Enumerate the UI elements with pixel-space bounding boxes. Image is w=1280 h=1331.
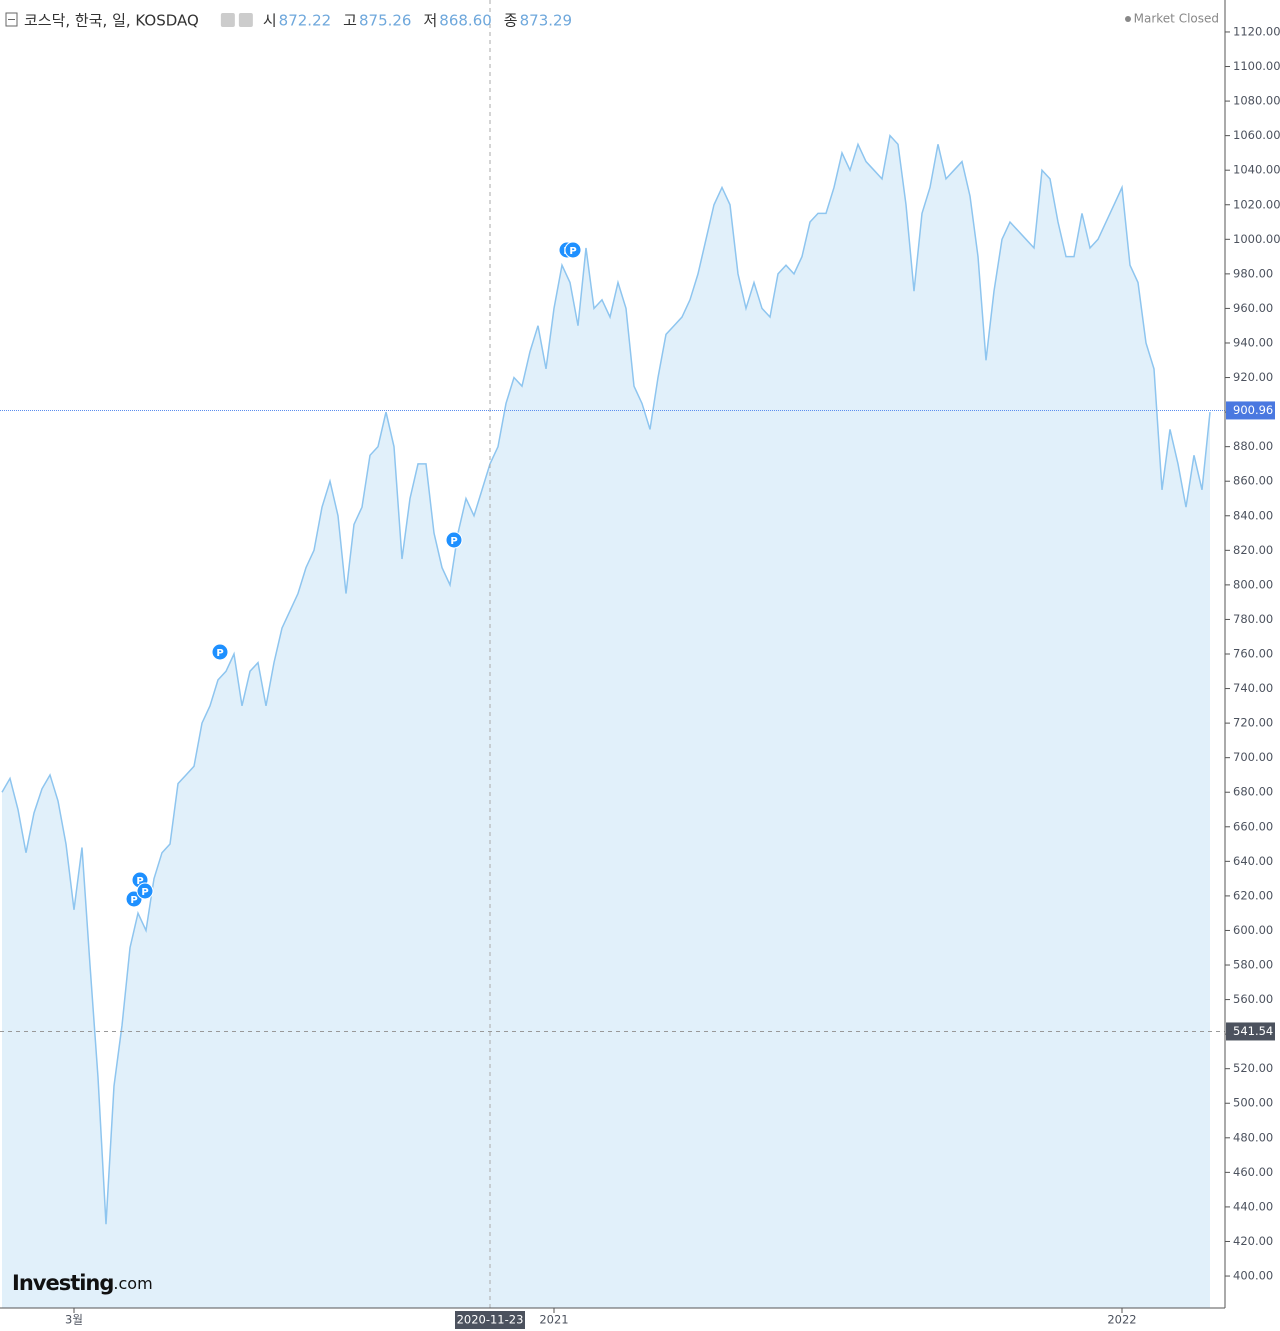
y-tick-label: 500.00 [1233, 1096, 1273, 1110]
y-tick-label: 700.00 [1233, 750, 1273, 764]
y-tick-label: 400.00 [1233, 1269, 1273, 1283]
y-tick-label: 1040.00 [1233, 163, 1280, 177]
y-tick-label: 520.00 [1233, 1061, 1273, 1075]
x-tick-label: 3월 [65, 1313, 83, 1327]
last-price: 900.96 [1233, 403, 1273, 417]
y-tick-label: 940.00 [1233, 335, 1273, 349]
event-marker [445, 531, 463, 549]
y-tick-label: 600.00 [1233, 923, 1273, 937]
ohlc-value: 873.29 [520, 12, 573, 30]
event-marker-label: P [130, 895, 137, 906]
ohlc-label: 고 [343, 12, 357, 30]
collapse-icon[interactable] [5, 12, 18, 27]
event-marker-label: P [450, 536, 457, 547]
ohlc-header: 시 872.22 고 875.26 저 868.60 종 873.29 [263, 12, 572, 30]
y-tick-label: 720.00 [1233, 716, 1273, 730]
y-tick-label: 840.00 [1233, 508, 1273, 522]
y-tick-label: 640.00 [1233, 854, 1273, 868]
y-tick-label: 1020.00 [1233, 197, 1280, 211]
event-marker-label: P [141, 887, 148, 898]
price-line [1, 134, 1211, 1225]
settings-icon [238, 13, 253, 27]
crosshair-date-tag [455, 1311, 525, 1329]
y-tick-label: 480.00 [1233, 1130, 1273, 1144]
ohlc-value: 872.22 [279, 12, 332, 30]
crosshair-date: 2020-11-23 [457, 1313, 524, 1327]
y-tick-label: 740.00 [1233, 681, 1273, 695]
market-status: Market Closed [1134, 12, 1219, 26]
y-tick-label: 620.00 [1233, 888, 1273, 902]
y-tick-label: 1120.00 [1233, 24, 1280, 38]
y-tick-label: 580.00 [1233, 958, 1273, 972]
ohlc-value: 868.60 [439, 12, 492, 30]
crosshair-price: 541.54 [1233, 1024, 1273, 1038]
ohlc-label: 종 [504, 12, 518, 30]
y-tick-label: 1080.00 [1233, 94, 1280, 108]
brand-name: Investing [12, 1271, 113, 1295]
event-marker [136, 882, 154, 900]
last-price-tag [1226, 401, 1275, 420]
y-tick-label: 440.00 [1233, 1199, 1273, 1213]
brand-suffix: .com [113, 1274, 152, 1293]
y-tick-label: 1000.00 [1233, 232, 1280, 246]
y-tick-label: 800.00 [1233, 577, 1273, 591]
brand-logo: Investing.com [12, 1271, 153, 1295]
y-tick-label: 820.00 [1233, 543, 1273, 557]
plot-area [0, 0, 1225, 1308]
crosshair-price-tag [1226, 1022, 1275, 1041]
event-marker-label: P [216, 648, 223, 659]
y-tick-label: 880.00 [1233, 439, 1273, 453]
y-tick-label: 1060.00 [1233, 128, 1280, 142]
y-tick-label: 1100.00 [1233, 59, 1280, 73]
y-tick-label: 860.00 [1233, 474, 1273, 488]
area [2, 135, 1210, 1308]
y-tick-label: 960.00 [1233, 301, 1273, 315]
chart-title: 코스닥, 한국, 일, KOSDAQ [24, 12, 199, 30]
y-tick-label: 980.00 [1233, 266, 1273, 280]
y-tick-label: 920.00 [1233, 370, 1273, 384]
x-tick-label: 2022 [1107, 1313, 1136, 1327]
settings-icon [220, 13, 235, 27]
ohlc-value: 875.26 [359, 12, 412, 30]
y-tick-label: 460.00 [1233, 1165, 1273, 1179]
y-tick-label: 760.00 [1233, 647, 1273, 661]
event-marker-label: P [569, 246, 576, 257]
y-tick-label: 680.00 [1233, 785, 1273, 799]
ohlc-label: 시 [263, 12, 277, 30]
ohlc-label: 저 [423, 12, 437, 30]
x-tick-label: 2021 [539, 1313, 568, 1327]
event-marker [564, 241, 582, 259]
y-tick-label: 560.00 [1233, 992, 1273, 1006]
status-dot [1125, 16, 1131, 22]
y-tick-label: 420.00 [1233, 1234, 1273, 1248]
y-tick-label: 780.00 [1233, 612, 1273, 626]
event-marker-label: P [136, 876, 143, 887]
y-tick-label: 660.00 [1233, 819, 1273, 833]
event-marker [211, 643, 229, 661]
